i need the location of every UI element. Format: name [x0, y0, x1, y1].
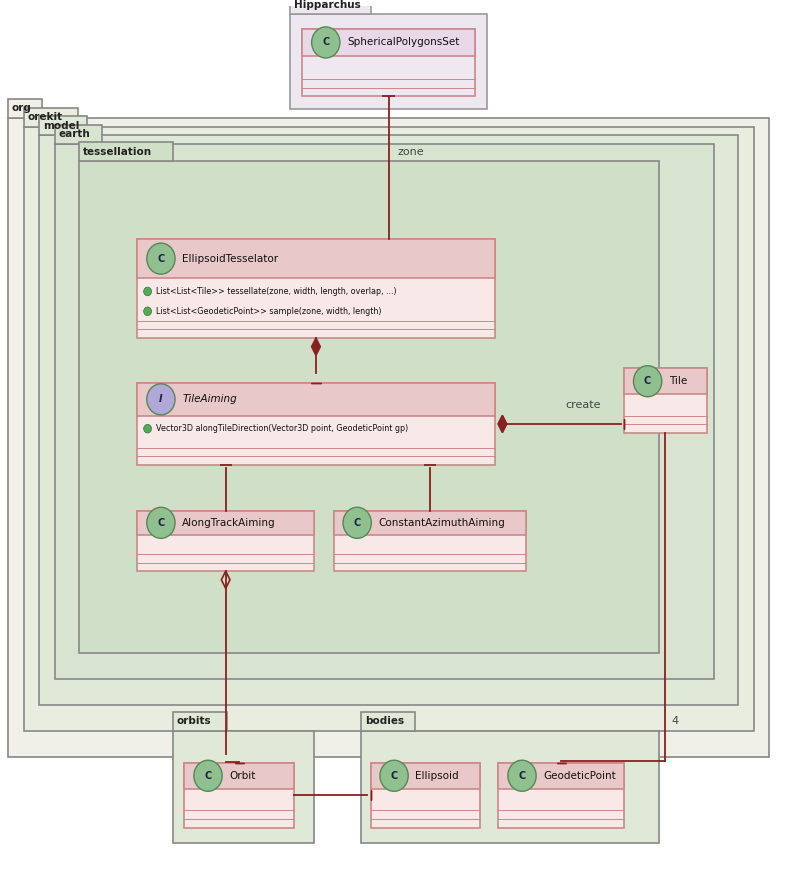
- FancyBboxPatch shape: [137, 511, 314, 535]
- FancyBboxPatch shape: [39, 136, 738, 705]
- FancyBboxPatch shape: [55, 143, 714, 679]
- Text: orekit: orekit: [27, 112, 63, 122]
- Text: I: I: [159, 395, 162, 404]
- Circle shape: [508, 760, 536, 792]
- FancyBboxPatch shape: [137, 383, 495, 415]
- Text: C: C: [644, 376, 652, 386]
- Text: Tile: Tile: [669, 376, 687, 386]
- FancyBboxPatch shape: [39, 116, 86, 136]
- FancyBboxPatch shape: [371, 763, 480, 789]
- Circle shape: [147, 243, 175, 274]
- FancyBboxPatch shape: [173, 712, 227, 731]
- Text: ConstantAzimuthAiming: ConstantAzimuthAiming: [378, 518, 505, 527]
- Text: C: C: [322, 37, 330, 48]
- Circle shape: [194, 760, 222, 792]
- FancyBboxPatch shape: [498, 763, 624, 789]
- Text: Orbit: Orbit: [229, 771, 256, 780]
- FancyBboxPatch shape: [24, 127, 754, 731]
- FancyBboxPatch shape: [498, 763, 624, 827]
- Text: TileAiming: TileAiming: [182, 395, 237, 404]
- FancyBboxPatch shape: [78, 161, 659, 653]
- Circle shape: [144, 287, 152, 295]
- Text: Hipparchus: Hipparchus: [294, 0, 361, 10]
- FancyBboxPatch shape: [55, 125, 102, 143]
- Circle shape: [633, 366, 662, 397]
- FancyBboxPatch shape: [24, 108, 78, 127]
- FancyBboxPatch shape: [290, 0, 371, 14]
- FancyBboxPatch shape: [173, 731, 314, 843]
- Text: C: C: [157, 518, 165, 527]
- FancyBboxPatch shape: [371, 763, 480, 827]
- FancyBboxPatch shape: [184, 763, 294, 789]
- Circle shape: [380, 760, 408, 792]
- Text: earth: earth: [59, 129, 90, 139]
- Text: zone: zone: [398, 147, 425, 156]
- FancyBboxPatch shape: [8, 99, 42, 118]
- FancyBboxPatch shape: [624, 368, 706, 395]
- FancyBboxPatch shape: [137, 239, 495, 338]
- FancyBboxPatch shape: [361, 712, 415, 731]
- FancyBboxPatch shape: [624, 368, 706, 433]
- FancyBboxPatch shape: [334, 511, 526, 571]
- Text: tessellation: tessellation: [82, 147, 152, 156]
- Text: EllipsoidTesselator: EllipsoidTesselator: [182, 254, 278, 263]
- FancyBboxPatch shape: [8, 118, 769, 757]
- Text: orbits: orbits: [177, 716, 211, 726]
- FancyBboxPatch shape: [184, 763, 294, 827]
- FancyBboxPatch shape: [137, 383, 495, 465]
- Text: C: C: [353, 518, 361, 527]
- FancyBboxPatch shape: [290, 14, 487, 109]
- Text: model: model: [43, 121, 79, 130]
- Text: 4: 4: [671, 716, 679, 726]
- Circle shape: [147, 507, 175, 538]
- Text: Vector3D alongTileDirection(Vector3D point, GeodeticPoint gp): Vector3D alongTileDirection(Vector3D poi…: [156, 424, 408, 434]
- Circle shape: [144, 424, 152, 433]
- Text: AlongTrackAiming: AlongTrackAiming: [182, 518, 276, 527]
- Text: bodies: bodies: [365, 716, 404, 726]
- Circle shape: [312, 27, 340, 58]
- Text: C: C: [518, 771, 526, 780]
- FancyBboxPatch shape: [334, 511, 526, 535]
- Text: C: C: [204, 771, 212, 780]
- FancyBboxPatch shape: [137, 239, 495, 278]
- Text: SphericalPolygonsSet: SphericalPolygonsSet: [347, 37, 459, 48]
- Text: create: create: [565, 401, 601, 410]
- FancyBboxPatch shape: [78, 142, 173, 161]
- Circle shape: [147, 384, 175, 415]
- Polygon shape: [312, 338, 320, 355]
- FancyBboxPatch shape: [137, 511, 314, 571]
- Text: List<List<GeodeticPoint>> sample(zone, width, length): List<List<GeodeticPoint>> sample(zone, w…: [156, 307, 382, 315]
- Text: org: org: [12, 103, 31, 114]
- Text: C: C: [390, 771, 398, 780]
- Circle shape: [144, 307, 152, 315]
- Circle shape: [343, 507, 371, 538]
- Text: C: C: [157, 254, 165, 263]
- FancyBboxPatch shape: [302, 29, 475, 96]
- Text: GeodeticPoint: GeodeticPoint: [543, 771, 616, 780]
- FancyBboxPatch shape: [361, 731, 659, 843]
- Polygon shape: [498, 415, 507, 433]
- Text: List<List<Tile>> tessellate(zone, width, length, overlap, ...): List<List<Tile>> tessellate(zone, width,…: [156, 287, 397, 296]
- Text: Ellipsoid: Ellipsoid: [415, 771, 459, 780]
- FancyBboxPatch shape: [302, 29, 475, 56]
